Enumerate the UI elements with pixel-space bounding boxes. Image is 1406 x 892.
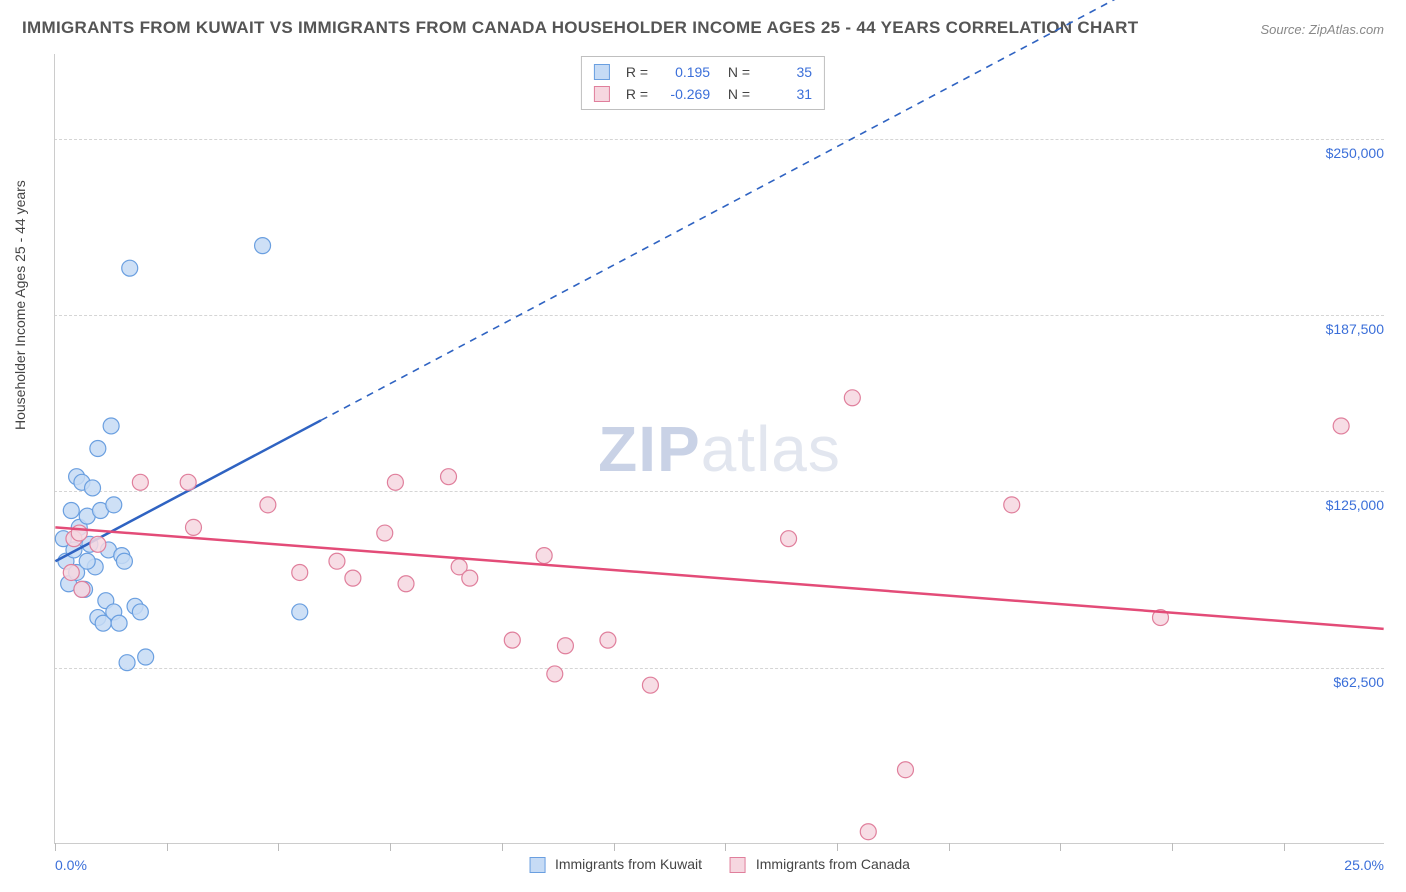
stats-legend: R = 0.195 N = 35 R = -0.269 N = 31 (581, 56, 825, 110)
data-point-kuwait (103, 418, 119, 434)
legend-swatch-icon (594, 64, 610, 80)
data-point-canada (1004, 497, 1020, 513)
data-point-canada (441, 469, 457, 485)
data-point-canada (71, 525, 87, 541)
stat-n-label: N = (720, 83, 750, 105)
data-point-canada (860, 824, 876, 840)
data-point-canada (90, 536, 106, 552)
legend-item-canada: Immigrants from Canada (730, 856, 910, 873)
data-point-kuwait (106, 497, 122, 513)
data-point-canada (844, 390, 860, 406)
data-point-canada (132, 474, 148, 490)
data-point-canada (329, 553, 345, 569)
data-point-kuwait (111, 615, 127, 631)
data-point-canada (600, 632, 616, 648)
data-point-canada (63, 564, 79, 580)
x-tick (278, 843, 279, 851)
data-point-kuwait (85, 480, 101, 496)
x-tick (837, 843, 838, 851)
data-point-canada (398, 576, 414, 592)
data-point-canada (260, 497, 276, 513)
stat-n-value: 35 (760, 61, 812, 83)
legend-swatch-icon (730, 857, 746, 873)
legend-swatch-icon (594, 86, 610, 102)
stat-n-value: 31 (760, 83, 812, 105)
x-tick (502, 843, 503, 851)
x-tick (1060, 843, 1061, 851)
stat-n-label: N = (720, 61, 750, 83)
data-point-canada (536, 548, 552, 564)
data-point-canada (504, 632, 520, 648)
y-axis-label: Householder Income Ages 25 - 44 years (12, 180, 28, 430)
data-point-kuwait (122, 260, 138, 276)
stats-row-canada: R = -0.269 N = 31 (594, 83, 812, 105)
x-tick (1172, 843, 1173, 851)
stats-row-kuwait: R = 0.195 N = 35 (594, 61, 812, 83)
data-point-canada (377, 525, 393, 541)
x-tick (949, 843, 950, 851)
data-point-kuwait (79, 553, 95, 569)
data-point-kuwait (116, 553, 132, 569)
data-point-canada (387, 474, 403, 490)
x-tick (614, 843, 615, 851)
data-point-canada (557, 638, 573, 654)
legend-item-kuwait: Immigrants from Kuwait (529, 856, 702, 873)
bottom-legend: Immigrants from Kuwait Immigrants from C… (529, 856, 910, 873)
data-point-canada (781, 531, 797, 547)
stat-r-value: -0.269 (658, 83, 710, 105)
chart-title: IMMIGRANTS FROM KUWAIT VS IMMIGRANTS FRO… (22, 18, 1138, 38)
data-point-canada (547, 666, 563, 682)
x-tick (725, 843, 726, 851)
data-point-canada (1333, 418, 1349, 434)
data-point-canada (462, 570, 478, 586)
x-tick (55, 843, 56, 851)
x-tick (167, 843, 168, 851)
x-tick (1284, 843, 1285, 851)
x-tick (390, 843, 391, 851)
legend-label: Immigrants from Canada (756, 856, 910, 872)
plot-svg (55, 54, 1384, 843)
data-point-canada (642, 677, 658, 693)
data-point-canada (185, 519, 201, 535)
legend-swatch-icon (529, 857, 545, 873)
plot-area: ZIPatlas 0.0% 25.0% Immigrants from Kuwa… (54, 54, 1384, 844)
stat-r-label: R = (626, 83, 648, 105)
source-label: Source: ZipAtlas.com (1260, 22, 1384, 37)
data-point-canada (292, 564, 308, 580)
data-point-kuwait (138, 649, 154, 665)
data-point-kuwait (119, 655, 135, 671)
data-point-kuwait (255, 238, 271, 254)
stat-r-value: 0.195 (658, 61, 710, 83)
data-point-kuwait (292, 604, 308, 620)
legend-label: Immigrants from Kuwait (555, 856, 702, 872)
data-point-kuwait (63, 503, 79, 519)
data-point-canada (897, 762, 913, 778)
stat-r-label: R = (626, 61, 648, 83)
x-axis-min-label: 0.0% (55, 857, 87, 873)
data-point-kuwait (90, 441, 106, 457)
data-point-canada (180, 474, 196, 490)
data-point-kuwait (132, 604, 148, 620)
data-point-canada (345, 570, 361, 586)
x-axis-max-label: 25.0% (1344, 857, 1384, 873)
trendline-canada (55, 527, 1383, 628)
data-point-canada (74, 581, 90, 597)
